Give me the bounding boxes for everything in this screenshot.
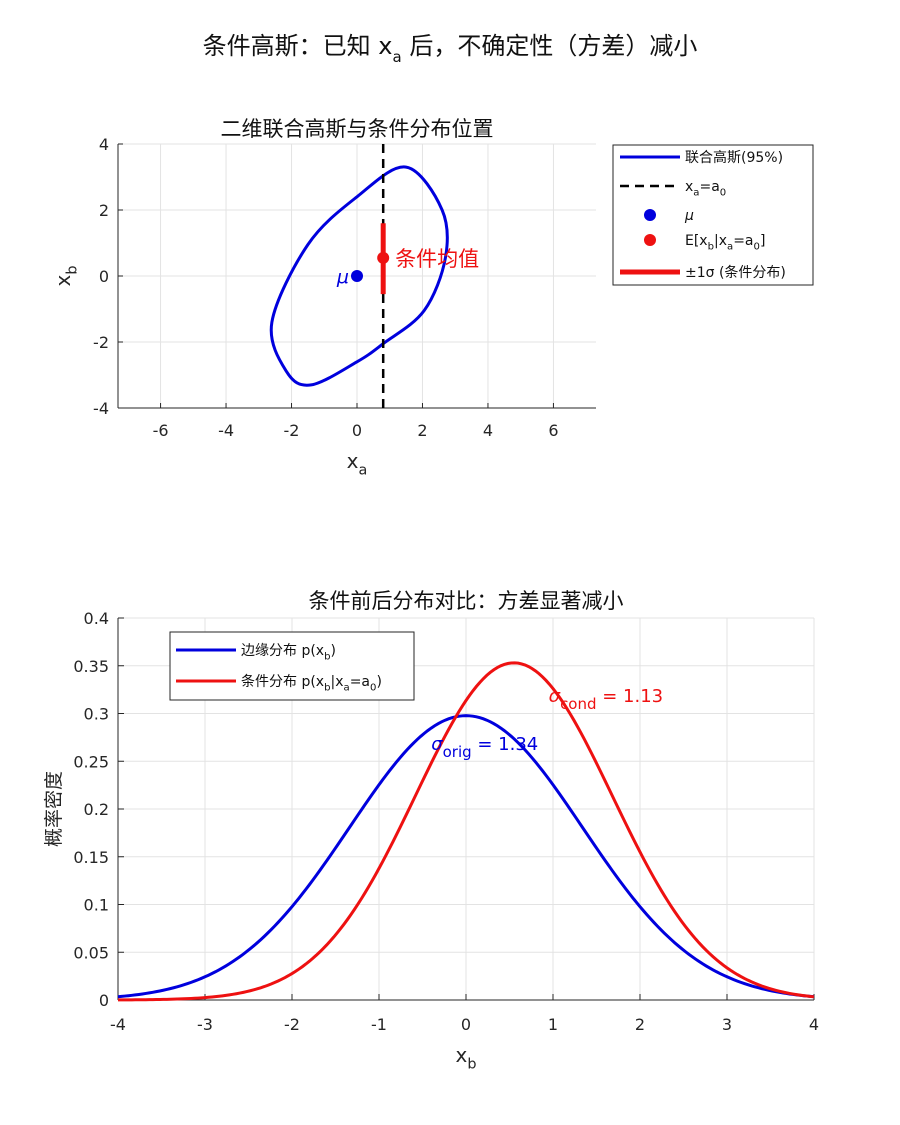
x-tick-label: 1 <box>548 1015 558 1034</box>
y-tick-label: 0.4 <box>84 609 109 628</box>
x-tick-label: 2 <box>635 1015 645 1034</box>
y-tick-label: 0.15 <box>73 848 109 867</box>
x-tick-label: 0 <box>352 421 362 440</box>
figure-title-post: 后，不确定性（方差）减小 <box>401 32 698 60</box>
legend-label-cmean: E[xb|xa=a0] <box>685 233 765 252</box>
legend-label-ellipse: 联合高斯(95%) <box>685 149 783 166</box>
legend-label-vline: xa=a0 <box>685 179 726 198</box>
x-tick-label: -2 <box>284 1015 300 1034</box>
legend-box <box>169 631 415 701</box>
distribution-comparison-chart: -4 -3 -2 -1 0 1 2 3 4 0 0.05 0.1 0.15 0.2 0.25 0.3 0.35 0… <box>43 589 819 1072</box>
y-tick-label: -4 <box>93 399 109 418</box>
y-tick-label: 0.2 <box>84 800 109 819</box>
y-tick-label: 0.05 <box>73 943 109 962</box>
y-tick-label: 0.35 <box>73 657 109 676</box>
x-tick-label: 0 <box>461 1015 471 1034</box>
y-tick-label: 0.3 <box>84 705 109 724</box>
x-tick-label: -4 <box>110 1015 126 1034</box>
x-tick-label: -3 <box>197 1015 213 1034</box>
y-axis-label: xb <box>51 266 80 287</box>
figure-title: 条件高斯：已知 xa 后，不确定性（方差）减小 <box>0 26 900 66</box>
x-tick-label: -1 <box>371 1015 387 1034</box>
sigma-cond-annotation: σcond = 1.13 <box>549 686 663 713</box>
conditional-mean-label: 条件均值 <box>395 247 479 271</box>
x-axis-label: xa <box>347 449 368 478</box>
x-tick-label: 4 <box>483 421 493 440</box>
y-tick-label: 2 <box>99 201 109 220</box>
x-tick-label: -6 <box>153 421 169 440</box>
y-tick-label: -2 <box>93 333 109 352</box>
figure-title-pre: 条件高斯：已知 <box>202 32 379 60</box>
chart-title: 条件前后分布对比：方差显著减小 <box>309 589 624 613</box>
legend-label-marginal: 边缘分布 p(xb) <box>241 643 336 662</box>
figure-title-sub: a <box>392 48 402 66</box>
marginal-distribution-line <box>117 714 815 999</box>
y-tick-label: 0 <box>99 267 109 286</box>
y-tick-label: 0.1 <box>84 896 109 915</box>
conditional-mean-point <box>377 251 390 264</box>
x-tick-label: 6 <box>548 421 558 440</box>
x-axis-label: xb <box>456 1043 477 1072</box>
legend-label-conditional: 条件分布 p(xb|xa=a0) <box>241 673 382 693</box>
legend-swatch-mu <box>644 209 656 221</box>
legend-swatch-conditional-mean <box>644 234 656 246</box>
x-tick-label: -2 <box>284 421 300 440</box>
x-tick-label: 3 <box>722 1015 732 1034</box>
mu-label: μ <box>336 266 349 288</box>
x-tick-label: 2 <box>417 421 427 440</box>
conditional-distribution-line <box>117 661 815 1002</box>
joint-gaussian-ellipse <box>269 165 449 387</box>
legend-box <box>612 144 814 286</box>
legend-label-sigma: ±1σ (条件分布) <box>685 264 786 281</box>
x-tick-label: 4 <box>809 1015 819 1034</box>
y-tick-label: 4 <box>99 135 109 154</box>
sigma-orig-annotation: σorig = 1.34 <box>431 734 538 761</box>
figure-title-var: x <box>378 32 393 60</box>
y-tick-label: 0.25 <box>73 752 109 771</box>
chart-title: 二维联合高斯与条件分布位置 <box>221 117 494 141</box>
legend-label-mu: μ <box>684 208 694 224</box>
y-axis-label: 概率密度 <box>43 771 65 847</box>
joint-gaussian-chart: -6 -4 -2 0 2 4 6 -4 -2 0 2 4 二维联合高斯与条件分布位置 xa xb μ 条件均值 联… <box>51 117 814 478</box>
x-tick-label: -4 <box>218 421 234 440</box>
y-tick-label: 0 <box>99 991 109 1010</box>
mu-point <box>351 270 363 282</box>
